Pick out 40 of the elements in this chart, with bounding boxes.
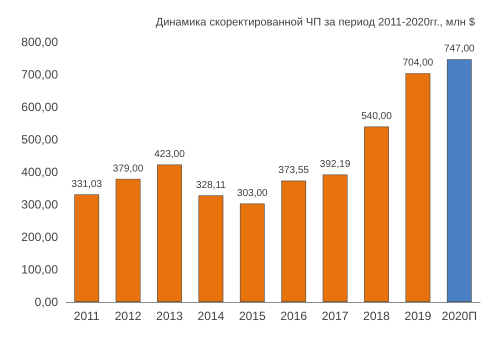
x-tick-label: 2019 — [404, 309, 432, 323]
y-tick-label: 300,00 — [21, 198, 58, 212]
bar — [446, 59, 472, 302]
x-tick-label: 2012 — [114, 309, 142, 323]
data-label: 379,00 — [112, 163, 144, 174]
data-label: 328,11 — [196, 180, 226, 191]
bar — [240, 204, 265, 302]
data-label: 747,00 — [444, 44, 476, 55]
chart-title: Динамика скоректированной ЧП за период 2011-2020гг., млн $ — [156, 16, 476, 28]
x-tick-label: 2014 — [198, 309, 225, 323]
x-tick-label: 2013 — [156, 309, 184, 323]
bar — [74, 194, 100, 302]
y-tick-label: 0,00 — [34, 295, 58, 309]
bar — [116, 178, 141, 302]
data-label: 392,19 — [320, 159, 351, 170]
data-label: 373,55 — [278, 165, 310, 176]
y-tick-label: 800,00 — [21, 35, 58, 49]
x-tick-label: 2015 — [238, 309, 266, 323]
y-tick-label: 600,00 — [21, 100, 58, 114]
bar — [322, 174, 348, 302]
y-tick-label: 400,00 — [21, 165, 58, 179]
x-tick-label: 2018 — [363, 309, 390, 323]
x-tick-label: 2017 — [322, 309, 349, 323]
y-tick-label: 200,00 — [21, 230, 58, 244]
data-label: 303,00 — [237, 188, 268, 200]
data-label: 704,00 — [402, 58, 434, 69]
x-tick-label: 2016 — [280, 309, 308, 323]
bar — [198, 195, 224, 302]
x-tick-label: 2020П — [442, 309, 477, 323]
x-tick-label: 2011 — [74, 309, 100, 323]
y-tick-label: 100,00 — [21, 262, 58, 276]
data-label: 540,00 — [361, 111, 392, 122]
y-tick-label: 700,00 — [21, 68, 58, 82]
bar — [405, 73, 430, 302]
data-label: 423,00 — [154, 149, 186, 160]
bar — [364, 126, 389, 302]
y-tick-label: 500,00 — [21, 132, 58, 146]
bar — [157, 164, 182, 302]
bar — [281, 180, 306, 302]
data-label: 331,03 — [71, 178, 102, 190]
